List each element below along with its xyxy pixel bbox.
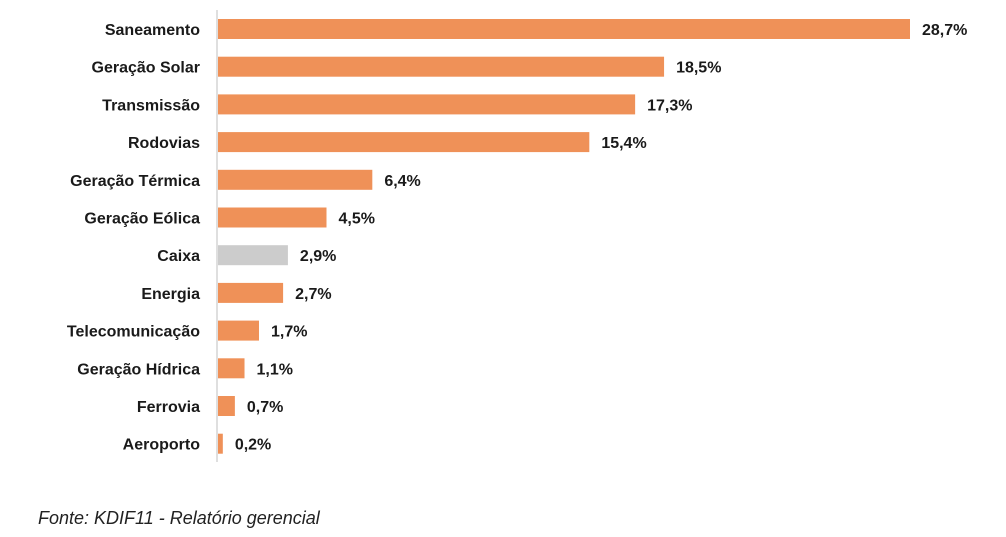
value-label: 2,7% [295, 286, 331, 303]
category-label: Geração Solar [92, 60, 201, 77]
value-label: 0,7% [247, 399, 283, 416]
bar-11 [218, 433, 223, 454]
bar-8 [218, 320, 259, 341]
bars-group [218, 19, 910, 454]
bar-0 [218, 19, 910, 39]
bar-10 [218, 396, 235, 416]
category-label: Geração Hídrica [77, 361, 200, 378]
bar-chart: Saneamento Geração Solar Transmissão Rodovi… [67, 10, 968, 462]
value-label: 15,4% [601, 135, 646, 152]
value-label: 28,7% [922, 22, 967, 39]
category-label: Telecomunicação [67, 324, 200, 341]
category-label: Rodovias [128, 135, 200, 152]
source-note: Fonte: KDIF11 - Relatório gerencial [38, 508, 320, 528]
bar-6 [218, 245, 288, 266]
value-label: 0,2% [235, 437, 271, 454]
value-label: 4,5% [339, 211, 375, 228]
category-label: Transmissão [102, 97, 200, 114]
bar-1 [218, 56, 665, 77]
value-label: 6,4% [384, 173, 420, 190]
bar-4 [218, 169, 373, 190]
category-label: Ferrovia [137, 399, 200, 416]
category-labels-group: Saneamento Geração Solar Transmissão Rodovi… [67, 22, 200, 454]
value-label: 18,5% [676, 60, 721, 77]
category-label: Geração Térmica [70, 173, 200, 190]
value-labels-group: 28,7% 18,5% 17,3% 15,4% 6,4% 4,5% 2,9% 2,7% 1,7%… [235, 22, 968, 454]
category-label: Energia [141, 286, 200, 303]
bar-9 [218, 358, 245, 379]
value-label: 1,1% [257, 361, 293, 378]
value-label: 1,7% [271, 324, 307, 341]
category-label: Caixa [157, 248, 200, 265]
bar-7 [218, 282, 284, 303]
bar-5 [218, 207, 327, 228]
category-label: Saneamento [105, 22, 200, 39]
bar-3 [218, 132, 590, 153]
bar-2 [218, 94, 636, 115]
category-label: Aeroporto [123, 437, 201, 454]
value-label: 17,3% [647, 97, 692, 114]
value-label: 2,9% [300, 248, 336, 265]
category-label: Geração Eólica [84, 211, 200, 228]
